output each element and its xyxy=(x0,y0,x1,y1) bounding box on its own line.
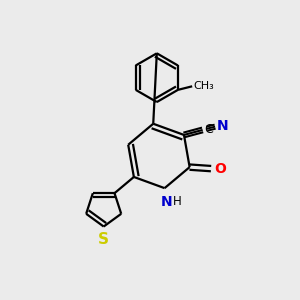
Text: O: O xyxy=(214,162,226,176)
Text: N: N xyxy=(217,119,228,133)
Text: S: S xyxy=(98,232,109,247)
Text: N: N xyxy=(160,195,172,209)
Text: CH₃: CH₃ xyxy=(194,81,214,91)
Text: H: H xyxy=(172,195,182,208)
Text: C: C xyxy=(204,123,213,136)
